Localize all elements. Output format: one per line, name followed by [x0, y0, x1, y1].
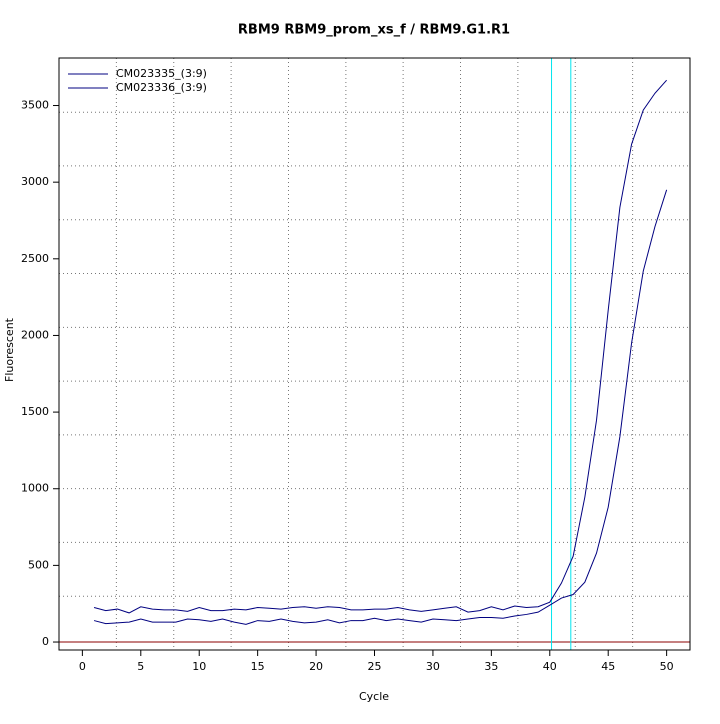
y-tick-label: 2000 — [21, 328, 49, 341]
x-tick-label: 30 — [426, 660, 440, 673]
x-tick-label: 5 — [137, 660, 144, 673]
x-tick-label: 45 — [601, 660, 615, 673]
x-tick-label: 25 — [368, 660, 382, 673]
y-tick-label: 2500 — [21, 252, 49, 265]
x-tick-label: 35 — [484, 660, 498, 673]
x-tick-label: 15 — [251, 660, 265, 673]
y-tick-label: 0 — [42, 635, 49, 648]
series-line — [93, 79, 668, 614]
x-tick-label: 50 — [660, 660, 674, 673]
x-tick-label: 10 — [192, 660, 206, 673]
legend-label: CM023336_(3:9) — [116, 81, 207, 94]
y-tick-label: 1500 — [21, 405, 49, 418]
y-axis-label: Fluorescent — [3, 317, 16, 382]
x-tick-label: 40 — [543, 660, 557, 673]
legend-label: CM023335_(3:9) — [116, 67, 207, 80]
y-tick-label: 1000 — [21, 482, 49, 495]
x-tick-label: 0 — [79, 660, 86, 673]
y-tick-label: 500 — [28, 558, 49, 571]
chart-title: RBM9 RBM9_prom_xs_f / RBM9.G1.R1 — [238, 23, 510, 38]
y-tick-label: 3000 — [21, 175, 49, 188]
x-axis-label: Cycle — [359, 690, 389, 703]
y-tick-label: 3500 — [21, 99, 49, 112]
x-tick-label: 20 — [309, 660, 323, 673]
series-line — [93, 189, 668, 625]
